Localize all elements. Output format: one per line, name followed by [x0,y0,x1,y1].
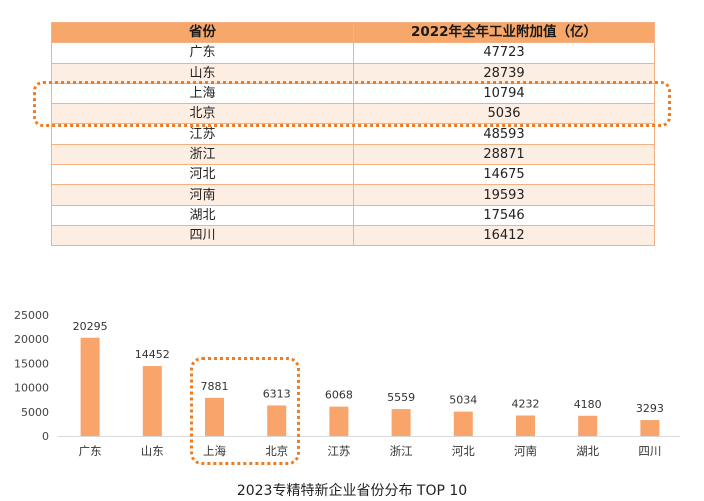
data-label: 3293 [636,402,664,415]
bar [329,406,349,436]
table-row: 河南 19593 [51,184,655,206]
cell-value: 48593 [353,123,655,145]
cell-province: 河南 [51,184,354,206]
y-tick-label: 0 [42,430,49,443]
x-tick-label: 江苏 [327,444,350,458]
data-label: 6313 [263,387,291,400]
cell-province: 广东 [51,42,354,64]
bar [453,411,473,436]
cell-province: 四川 [51,224,354,247]
cell-value: 17546 [353,204,655,226]
data-label: 5034 [449,394,477,407]
data-label: 14452 [135,348,170,361]
header-industry-value: 2022年全年工业附加值（亿） [353,21,655,44]
data-label: 20295 [73,320,108,333]
cell-value: 16412 [353,224,655,247]
cell-province: 上海 [51,82,354,105]
table-row: 浙江 28871 [51,143,655,166]
x-tick-label: 湖北 [576,444,599,458]
table-highlight-box [33,81,671,127]
table-row: 江苏 48593 [51,123,655,145]
cell-value: 19593 [353,184,655,206]
data-label: 4180 [574,398,602,411]
table-row: 广东 47723 [51,42,655,64]
data-label: 5559 [387,391,415,404]
table-header-row: 省份 2022年全年工业附加值（亿） [51,21,655,44]
table-row: 北京 5036 [51,103,655,125]
y-tick-label: 15000 [14,357,49,370]
cell-province: 浙江 [51,143,354,166]
cell-value: 14675 [353,164,655,186]
cell-value: 47723 [353,42,655,64]
y-tick-label: 25000 [14,309,49,322]
data-label: 6068 [325,389,353,402]
cell-value: 5036 [353,103,655,125]
bar [578,415,598,436]
industry-value-table: 省份 2022年全年工业附加值（亿） 广东 47723 山东 28739 上海 10794… [51,21,655,247]
cell-value: 28739 [353,62,655,84]
province-bar-chart: 0 5000 10000 15000 20000 25000 20295 广东 14452 山东 7… [14,309,680,458]
bar [205,397,224,436]
cell-province: 江苏 [51,123,354,145]
data-label: 7881 [201,380,229,393]
table-row: 四川 16412 [51,224,655,247]
x-tick-label: 四川 [638,444,661,458]
y-tick-label: 5000 [21,406,49,419]
bar [640,420,660,436]
table-row: 山东 28739 [51,62,655,84]
cell-province: 山东 [51,62,354,84]
bar [391,409,411,436]
cell-province: 湖北 [51,204,354,226]
bar [80,337,100,436]
chart-title: 2023专精特新企业省份分布 TOP 10 [236,483,468,499]
table-row: 上海 10794 [51,82,655,105]
cell-value: 28871 [353,143,655,166]
bar [516,415,535,436]
table-row: 湖北 17546 [51,204,655,226]
x-tick-label: 山东 [141,444,164,458]
header-province: 省份 [51,21,354,44]
x-tick-label: 浙江 [390,444,413,458]
cell-province: 北京 [51,103,354,125]
y-tick-label: 20000 [14,333,49,346]
x-tick-label: 河北 [452,444,475,458]
x-tick-label: 广东 [79,444,102,458]
data-label: 4232 [512,398,540,411]
bar [267,405,287,436]
x-tick-label: 河南 [514,444,537,458]
bar [142,366,162,436]
cell-province: 河北 [51,164,354,186]
chart-highlight-box [190,357,300,465]
x-tick-label: 上海 [203,444,226,458]
x-tick-label: 北京 [265,444,288,458]
table-row: 河北 14675 [51,164,655,186]
y-tick-label: 10000 [14,382,49,395]
